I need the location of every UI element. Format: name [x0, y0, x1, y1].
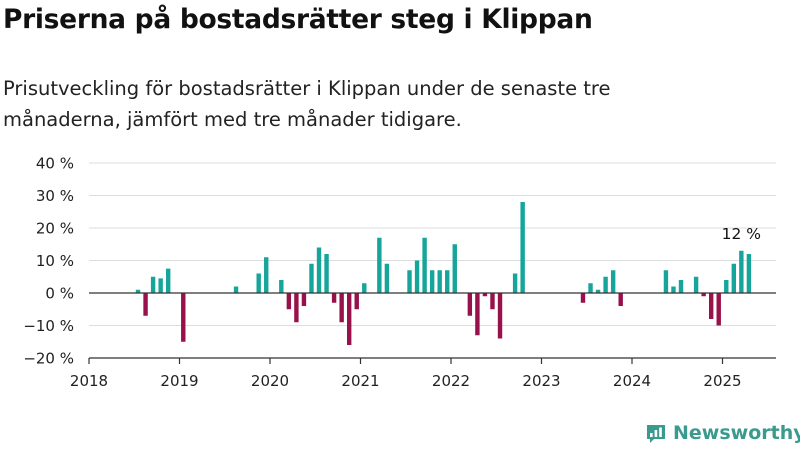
bar-2023-10	[610, 270, 616, 293]
x-axis-ticks: 2018 2019 2020 2021 2022 2023 2024 2025	[70, 358, 742, 390]
bar-2020-08	[324, 254, 329, 293]
bar-2020-02	[279, 280, 284, 293]
bar-2018-11	[165, 268, 171, 294]
bar-2020-10	[339, 293, 344, 323]
bar-2020-06	[309, 263, 314, 293]
bar-2018-09	[150, 276, 156, 293]
bar-2025-01	[724, 280, 729, 293]
bar-2019-12	[264, 257, 269, 293]
bar-2021-08	[414, 260, 420, 293]
y-axis-ticks: −20 % −10 % 0 % 10 % 20 % 30 % 40 %	[23, 155, 74, 368]
y-tick-label: −20 %	[23, 350, 74, 368]
bar-2021-01	[362, 283, 367, 293]
bar-2021-04	[384, 263, 390, 293]
bar-2021-12	[445, 270, 450, 293]
bar-2020-11	[346, 293, 352, 345]
bar-2024-06	[671, 286, 676, 293]
bar-2020-12	[354, 293, 359, 310]
x-tick-label: 2020	[251, 372, 289, 390]
bar-2022-01	[452, 244, 457, 293]
bar-2023-11	[618, 293, 623, 306]
y-tick-label: 30 %	[36, 187, 74, 205]
bar-2022-10	[520, 202, 525, 293]
bar-2022-09	[512, 273, 518, 293]
bar-2021-07	[407, 270, 412, 293]
annotation-label: 12 %	[722, 225, 761, 243]
axes	[89, 292, 776, 359]
grid-lines	[89, 162, 776, 359]
bar-2023-07	[588, 283, 593, 293]
bars	[135, 202, 752, 345]
bar-2020-04	[294, 293, 299, 323]
bar-2020-03	[286, 293, 292, 310]
y-tick-label: 0 %	[45, 285, 74, 303]
bar-2024-11	[708, 293, 714, 319]
bar-2021-09	[422, 237, 427, 293]
x-tick-label: 2018	[70, 372, 108, 390]
bar-2023-06	[580, 293, 586, 303]
annotations: 12 %	[722, 225, 761, 243]
y-tick-label: 20 %	[36, 220, 74, 238]
bar-2022-03	[467, 293, 473, 316]
bar-2022-07	[497, 293, 503, 339]
y-tick-label: −10 %	[23, 317, 74, 335]
bar-2018-08	[143, 293, 148, 316]
bar-2019-01	[181, 293, 186, 342]
newsworthy-logo-icon	[647, 425, 665, 443]
x-tick-label: 2024	[613, 372, 651, 390]
bar-2020-07	[316, 247, 322, 293]
bar-2023-08	[595, 289, 601, 293]
x-tick-label: 2023	[522, 372, 560, 390]
bar-2020-09	[331, 293, 337, 303]
bar-2024-09	[693, 276, 699, 293]
bar-2025-04	[746, 254, 752, 293]
brand-name: Newsworthy	[673, 422, 800, 444]
x-tick-label: 2025	[703, 372, 741, 390]
bar-2018-07	[135, 289, 141, 293]
x-tick-label: 2022	[432, 372, 470, 390]
bar-chart: −20 %−10 %0 %10 %20 %30 %40 % 2018 2019 20…	[23, 155, 776, 390]
bar-2018-10	[158, 278, 163, 294]
bar-2020-05	[301, 293, 307, 306]
newsworthy-logo: Newsworthy	[645, 418, 800, 448]
bar-2023-09	[603, 276, 608, 293]
bar-2025-03	[739, 250, 744, 293]
bar-2022-04	[475, 293, 480, 336]
bar-2021-11	[437, 270, 442, 293]
bar-2019-08	[233, 286, 239, 293]
bar-2021-10	[429, 270, 435, 293]
bar-2024-07	[678, 280, 684, 293]
bar-2024-10	[701, 293, 706, 297]
y-tick-label: 40 %	[36, 155, 74, 173]
x-tick-label: 2021	[341, 372, 379, 390]
bar-2022-06	[490, 293, 495, 310]
bar-2024-12	[716, 293, 721, 326]
chart-title: Priserna på bostadsrätter steg i Klippan	[3, 4, 593, 35]
bar-2025-02	[731, 263, 737, 293]
chart-subtitle: Prisutveckling för bostadsrätter i Klipp…	[3, 77, 611, 131]
y-tick-label: 10 %	[36, 252, 74, 270]
bar-2021-03	[377, 237, 382, 293]
bar-2019-11	[256, 273, 261, 293]
x-tick-label: 2019	[160, 372, 198, 390]
bar-2022-05	[482, 293, 488, 297]
bar-2024-05	[663, 270, 669, 293]
